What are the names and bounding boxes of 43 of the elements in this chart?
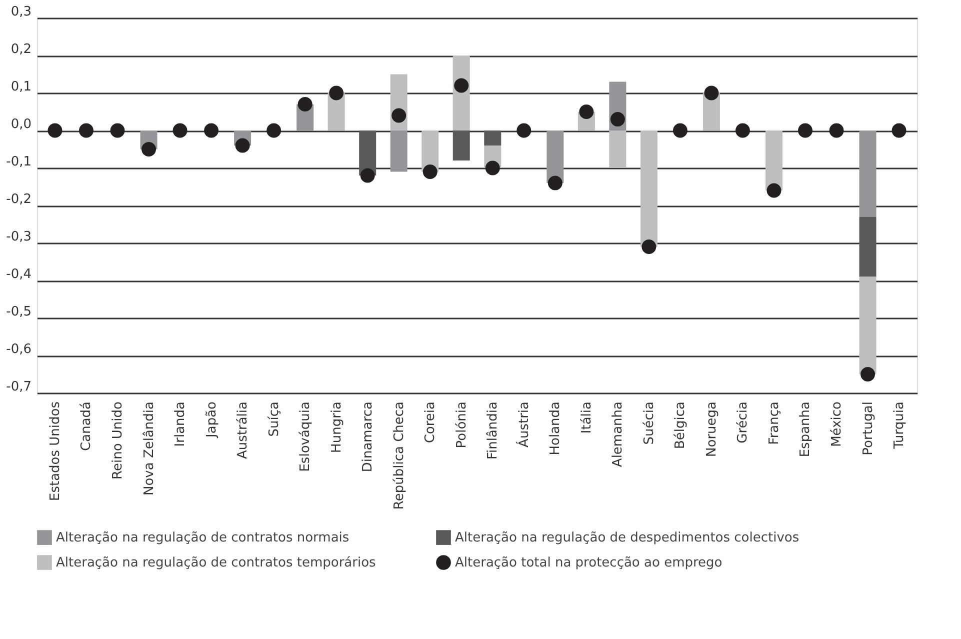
x-tick-label: Suíça <box>266 402 282 437</box>
x-tick-label: Nova Zelândia <box>142 402 157 496</box>
legend-label: Alteração total na protecção ao emprego <box>455 556 722 570</box>
x-tick-label: Áustria <box>514 402 532 448</box>
x-tick-label: Bélgica <box>673 402 688 450</box>
x-tick-label: Holanda <box>548 402 564 456</box>
x-tick-label: Suécia <box>642 402 657 445</box>
y-tick-label: -0,3 <box>6 230 32 244</box>
x-tick-label: Finlândia <box>486 402 501 460</box>
x-tick-label: Reino Unido <box>110 401 126 480</box>
x-tick-label: República Checa <box>392 402 407 510</box>
y-tick-label: -0,7 <box>6 380 32 394</box>
x-tick-label: França <box>766 402 782 445</box>
y-tick-label: 0,3 <box>10 4 32 20</box>
x-tick-label: Itália <box>579 402 594 434</box>
y-tick-label: 0,2 <box>10 42 32 57</box>
y-tick-label: -0,1 <box>6 154 32 170</box>
x-tick-label: Espanha <box>798 402 814 458</box>
x-tick-label: Austrália <box>236 402 251 460</box>
x-tick-label: Canadá <box>79 402 94 451</box>
y-tick-label: 0,0 <box>10 117 32 132</box>
x-tick-label: Estados Unidos <box>48 401 63 502</box>
x-tick-label: Japão <box>204 401 220 438</box>
y-tick-label: 0,1 <box>10 80 32 94</box>
x-tick-label: Alemanha <box>610 402 626 468</box>
y-tick-label: -0,6 <box>6 342 32 357</box>
y-tick-label: -0,5 <box>6 304 32 320</box>
legend-label: Alteração na regulação de contratos normais <box>56 530 350 546</box>
legend-label: Alteração na regulação de contratos temporários <box>56 556 376 570</box>
x-tick-label: Polónia <box>454 402 470 448</box>
x-tick-label: Dinamarca <box>360 402 376 472</box>
y-tick-label: -0,4 <box>6 267 32 282</box>
x-tick-label: Irlanda <box>173 402 188 447</box>
y-tick-label: -0,2 <box>6 192 32 207</box>
x-tick-label: Coreia <box>423 402 438 444</box>
x-tick-label: Portugal <box>860 402 876 456</box>
x-tick-label: Eslováquia <box>298 402 314 472</box>
legend-label: Alteração na regulação de despedimentos colectivos <box>455 530 800 546</box>
x-tick-label: Grécia <box>736 402 751 444</box>
x-tick-label: Turquia <box>892 402 908 450</box>
x-tick-label: Noruega <box>704 402 720 457</box>
x-tick-label: México <box>830 401 845 447</box>
x-tick-label: Hungria <box>329 402 344 453</box>
